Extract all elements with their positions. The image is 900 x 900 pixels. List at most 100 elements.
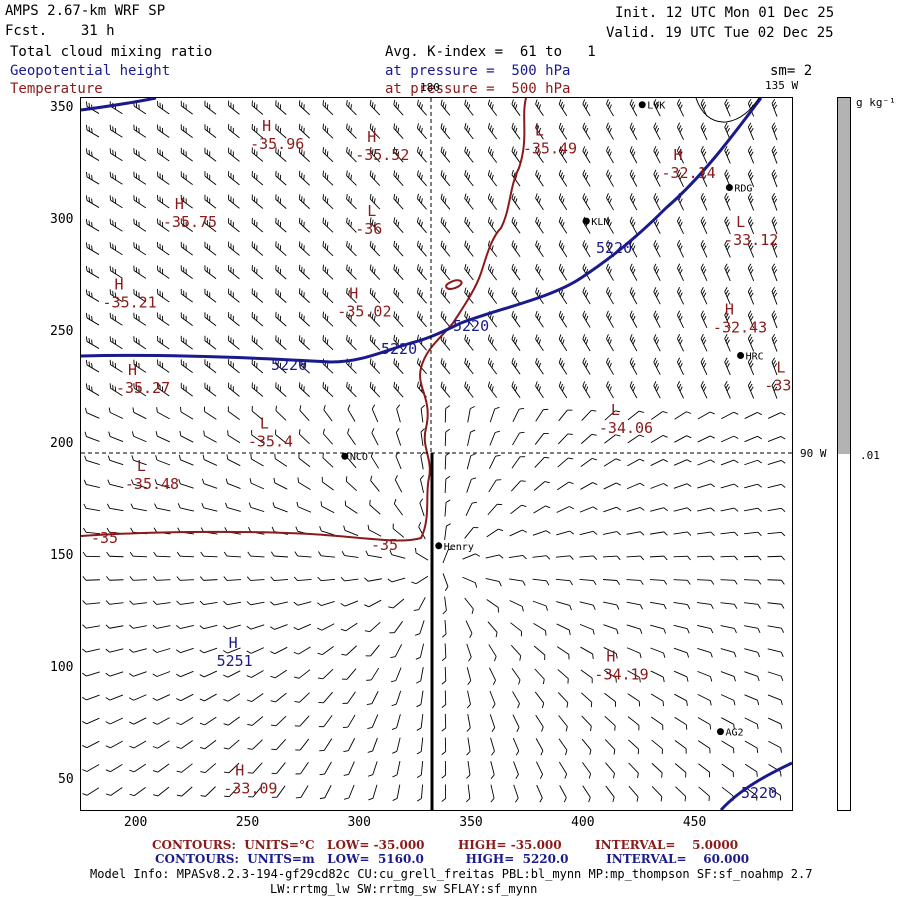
- y-tick-label: 350: [50, 100, 74, 116]
- wind-barb: [365, 550, 382, 559]
- wind-barb: [559, 785, 567, 803]
- wind-barb: [251, 217, 264, 233]
- wind-barb: [535, 263, 544, 281]
- wind-barb: [228, 171, 240, 186]
- wind-barb: [535, 357, 544, 375]
- wind-barb: [465, 620, 473, 638]
- wind-barb: [199, 600, 218, 606]
- wind-barb: [558, 381, 568, 399]
- wind-barb: [700, 310, 708, 329]
- wind-barb: [395, 451, 402, 470]
- wind-barb: [228, 218, 240, 233]
- wind-barb: [106, 551, 124, 558]
- wind-barb: [393, 264, 404, 280]
- wind-barb: [490, 737, 495, 756]
- wind-barb: [250, 453, 264, 467]
- wind-barb: [152, 576, 171, 581]
- wind-barb: [700, 99, 708, 117]
- temperature-extremum-type: H: [725, 300, 734, 318]
- temperature-extremum-value: -35.4: [248, 433, 293, 451]
- wind-barb: [176, 624, 194, 630]
- wind-barb: [273, 477, 288, 490]
- wind-barb: [319, 526, 335, 536]
- wind-barb: [271, 785, 286, 798]
- wind-barb: [464, 240, 474, 257]
- wind-barb: [204, 194, 217, 209]
- temperature-extremum-type: L: [776, 359, 785, 377]
- wind-barb: [743, 555, 762, 561]
- wind-barb: [369, 240, 381, 257]
- wind-barb: [511, 668, 521, 685]
- wind-barb: [346, 217, 357, 233]
- wind-barb: [464, 597, 474, 614]
- wind-barb: [129, 786, 146, 797]
- wind-barb: [698, 786, 710, 802]
- wind-barb: [153, 551, 171, 558]
- wind-barb: [580, 692, 593, 708]
- wind-barb: [653, 169, 661, 187]
- wind-barb: [157, 171, 170, 185]
- temperature-extremum-type: H: [674, 146, 683, 164]
- wind-barb: [466, 477, 477, 493]
- wind-barb: [200, 551, 218, 558]
- wind-barb: [371, 428, 379, 446]
- wind-barb: [369, 193, 381, 210]
- wind-barb: [512, 737, 520, 756]
- wind-barb: [467, 405, 475, 423]
- wind-barb: [720, 579, 738, 585]
- height-contour-label: 5220: [596, 239, 632, 257]
- station-markers: LVK RDG KLN HRC NCO Henry AG2: [341, 101, 764, 739]
- wind-barb: [771, 310, 778, 329]
- wind-barb: [204, 288, 217, 303]
- wind-barb: [533, 645, 546, 661]
- wind-barb: [511, 193, 521, 210]
- wind-barb: [465, 501, 478, 517]
- wind-barb: [418, 522, 426, 540]
- colorbar-fill: [838, 98, 850, 454]
- wind-barb: [133, 218, 147, 232]
- wind-barb: [105, 600, 124, 605]
- wind-barb: [295, 785, 309, 799]
- wind-barb: [340, 600, 359, 607]
- wind-barb: [674, 763, 687, 778]
- wind-barb: [674, 739, 687, 754]
- wind-barb: [627, 458, 645, 467]
- wind-barb: [108, 431, 124, 443]
- wind-barb: [129, 648, 147, 653]
- wind-barb: [464, 99, 474, 116]
- wind-barb: [275, 311, 287, 327]
- wind-barb: [555, 555, 574, 560]
- wind-barb: [320, 501, 335, 514]
- wind-barb: [83, 503, 100, 512]
- wind-barb: [582, 762, 592, 779]
- wind-barb: [696, 555, 715, 561]
- wind-barb: [129, 624, 147, 629]
- wind-barb: [440, 311, 451, 328]
- wind-barb: [771, 122, 778, 141]
- wind-barb: [369, 499, 381, 515]
- wind-barb: [466, 761, 471, 779]
- wind-barb: [720, 625, 737, 634]
- wind-barb: [223, 600, 241, 606]
- wind-barb: [204, 124, 217, 139]
- wind-barb: [322, 147, 334, 163]
- wind-barb: [556, 646, 570, 660]
- wind-barb: [744, 625, 761, 633]
- wind-barb: [367, 761, 378, 777]
- wind-barb: [444, 499, 451, 517]
- wind-barb: [133, 195, 147, 209]
- wind-barb: [674, 693, 688, 706]
- wind-barb: [747, 192, 755, 211]
- model-info: Model Info: MPASv8.2.3-194-gf29cd82c CU:…: [90, 867, 813, 881]
- wind-barb: [416, 240, 427, 257]
- station-dot: [638, 101, 646, 109]
- wind-barb: [700, 263, 708, 282]
- wind-barb: [109, 289, 123, 303]
- temperature-extremum-value: -34.19: [594, 665, 648, 683]
- wind-barb: [298, 429, 310, 445]
- wind-barb: [365, 644, 380, 657]
- wind-barb: [653, 193, 661, 211]
- wind-barb: [767, 717, 783, 729]
- wind-barb: [133, 336, 147, 350]
- wind-barb: [653, 357, 661, 375]
